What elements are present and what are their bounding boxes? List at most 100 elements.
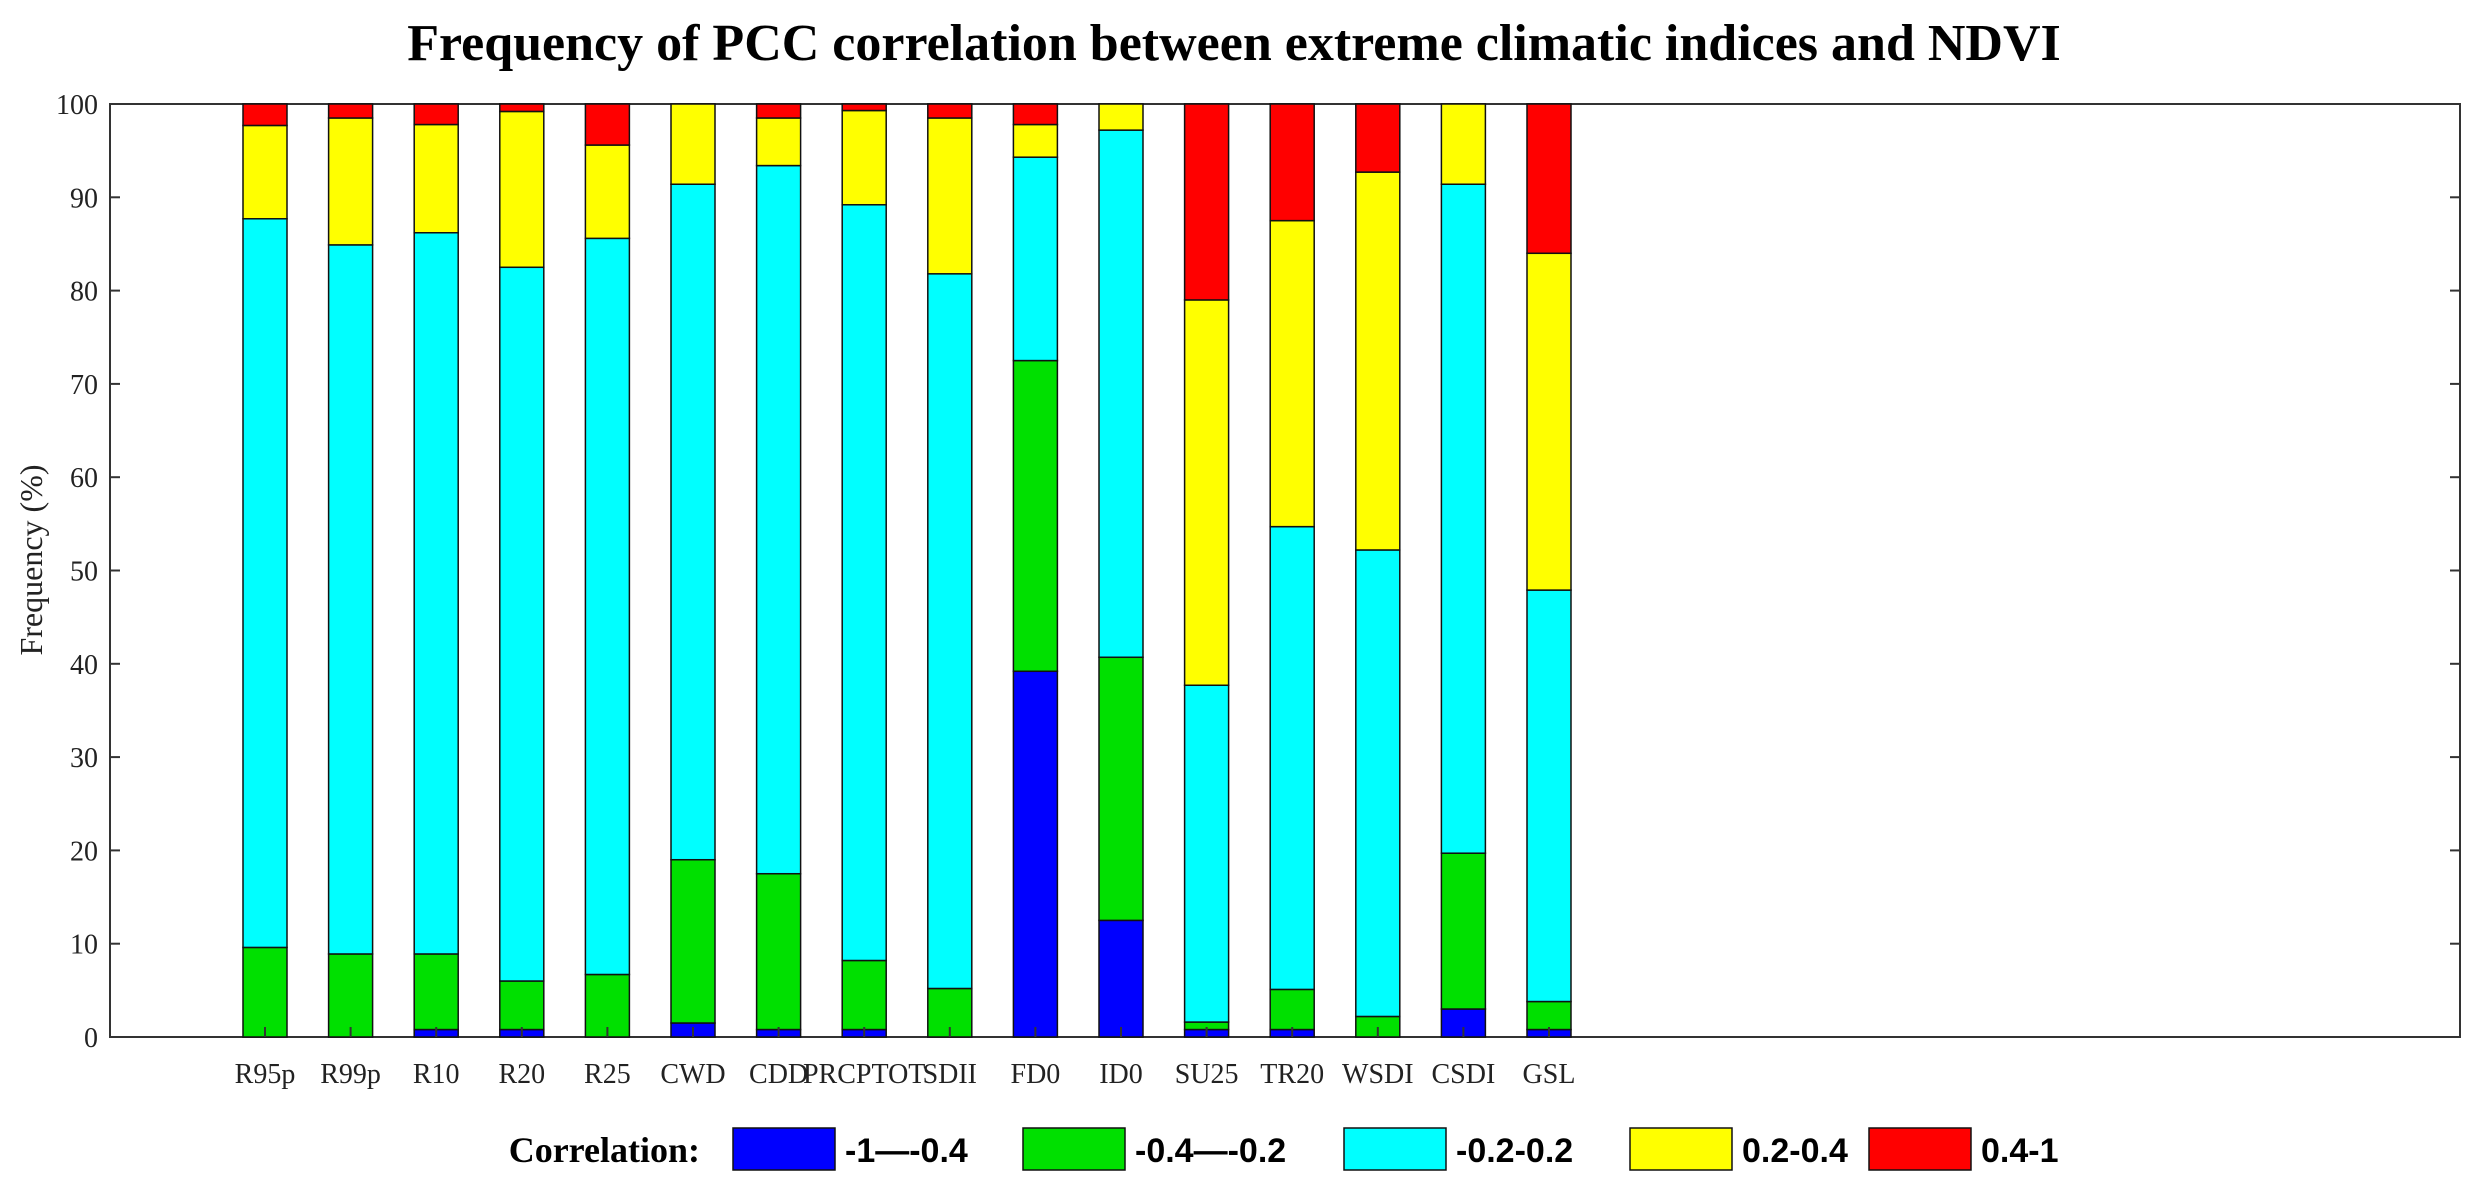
x-tick-label: SDII — [923, 1059, 977, 1090]
y-tick-label: 90 — [70, 183, 98, 214]
y-tick-label: 40 — [70, 650, 98, 681]
y-tick-label: 10 — [70, 930, 98, 961]
bar-fd0-series-3 — [1012, 123, 1059, 158]
bar-id0-series-1 — [1098, 656, 1144, 922]
bar-tr20-series-3 — [1269, 219, 1315, 528]
bar-r10-series-4 — [413, 103, 459, 126]
x-tick-label: CSDI — [1432, 1059, 1496, 1090]
y-tick-label: 20 — [70, 836, 98, 867]
x-tick-label: CWD — [660, 1059, 725, 1090]
bar-gsl-series-3 — [1526, 252, 1572, 591]
bar-r25-series-3 — [584, 144, 631, 240]
x-tick-label: CDD — [749, 1059, 808, 1090]
bar-sdii-series-3 — [927, 117, 973, 275]
legend-label-4: 0.4-1 — [1981, 1132, 2059, 1170]
bar-r20-series-4 — [499, 103, 545, 113]
x-tick-label: R99p — [320, 1059, 381, 1090]
bar-id0-series-3 — [1098, 103, 1144, 131]
bar-cwd-series-2 — [670, 183, 716, 861]
x-tick-label: FD0 — [1011, 1059, 1061, 1090]
bar-fd0-series-1 — [1012, 359, 1059, 673]
chart-title: Frequency of PCC correlation between ext… — [407, 15, 2061, 72]
bar-r95p-series-2 — [242, 218, 288, 949]
y-tick-label: 0 — [84, 1023, 98, 1054]
bar-wsdi-series-2 — [1355, 549, 1401, 1018]
bar-cwd-series-3 — [670, 103, 716, 185]
bar-cdd-series-4 — [755, 103, 802, 119]
bar-prcptot-series-4 — [841, 103, 887, 112]
plot-area: 0 10 20 30 40 50 60 70 80 90 100 R95p R99p R10 R20 R25 C… — [56, 90, 2461, 1090]
bar-id0-series-0 — [1098, 919, 1144, 1038]
bar-r10-series-1 — [413, 953, 459, 1031]
legend-label-1: -0.4—-0.2 — [1135, 1132, 1286, 1170]
bar-sdii-series-4 — [927, 103, 973, 119]
bar-prcptot-series-1 — [841, 959, 887, 1031]
bar-wsdi-series-3 — [1355, 171, 1401, 551]
x-tick-label: R25 — [584, 1059, 631, 1090]
bar-tr20-series-1 — [1269, 988, 1315, 1031]
bar-prcptot-series-2 — [841, 204, 887, 962]
bar-r20-series-1 — [499, 980, 545, 1031]
bar-r10-series-3 — [413, 123, 459, 234]
bar-gsl-series-2 — [1526, 589, 1572, 1003]
x-tick-label: ID0 — [1099, 1059, 1143, 1090]
x-tick-label: R20 — [498, 1059, 545, 1090]
x-tick-label: R95p — [235, 1059, 296, 1090]
y-axis-label: Frequency (%) — [13, 464, 49, 655]
bar-fd0-series-4 — [1012, 103, 1059, 126]
bar-tr20-series-4 — [1269, 103, 1315, 222]
bar-id0-series-2 — [1098, 129, 1144, 659]
bar-r99p-series-4 — [327, 103, 374, 119]
legend-swatch-4 — [1868, 1127, 1972, 1171]
bar-csdi-series-3 — [1440, 103, 1487, 185]
bar-r95p-series-1 — [242, 946, 288, 1038]
bar-r25-series-2 — [584, 237, 631, 976]
y-tick-label: 80 — [70, 277, 98, 308]
bar-r95p-series-4 — [242, 103, 288, 127]
x-tick-label: WSDI — [1342, 1059, 1414, 1090]
y-tick-label: 100 — [56, 90, 98, 121]
bar-r95p-series-3 — [242, 124, 288, 220]
bar-r10-series-2 — [413, 232, 459, 955]
bar-fd0-series-2 — [1012, 156, 1059, 362]
legend-swatch-2 — [1343, 1127, 1447, 1171]
legend-swatch-0 — [732, 1127, 836, 1171]
bar-r99p-series-3 — [327, 117, 374, 246]
legend-label-0: -1—-0.4 — [845, 1132, 968, 1170]
x-tick-label: GSL — [1523, 1059, 1576, 1090]
bar-su25-series-4 — [1183, 103, 1230, 301]
bar-r99p-series-2 — [327, 244, 374, 955]
bar-su25-series-2 — [1183, 684, 1230, 1023]
bar-r25-series-4 — [584, 103, 631, 146]
bar-prcptot-series-3 — [841, 109, 887, 206]
y-tick-label: 30 — [70, 743, 98, 774]
x-tick-label: TR20 — [1260, 1059, 1324, 1090]
legend: Correlation: -1—-0.4 -0.4—-0.2 -0.2-0.2 0.2-… — [509, 1127, 2059, 1171]
bar-su25-series-3 — [1183, 299, 1230, 687]
bar-cdd-series-1 — [755, 872, 802, 1031]
bar-csdi-series-1 — [1440, 852, 1487, 1010]
bar-gsl-series-4 — [1526, 103, 1572, 255]
x-tick-label: R10 — [413, 1059, 460, 1090]
y-tick-label: 60 — [70, 463, 98, 494]
legend-swatch-1 — [1022, 1127, 1126, 1171]
bar-r20-series-3 — [499, 110, 545, 269]
bar-fd0-series-0 — [1012, 670, 1059, 1038]
x-tick-label: PRCPTOT — [803, 1059, 925, 1090]
legend-label-2: -0.2-0.2 — [1456, 1132, 1573, 1170]
x-tick-label: SU25 — [1175, 1059, 1239, 1090]
bar-r99p-series-1 — [327, 953, 374, 1038]
bar-sdii-series-2 — [927, 273, 973, 990]
bar-csdi-series-2 — [1440, 183, 1487, 854]
y-tick-label: 50 — [70, 557, 98, 588]
legend-label-3: 0.2-0.4 — [1742, 1132, 1848, 1170]
y-tick-label: 70 — [70, 370, 98, 401]
legend-swatch-3 — [1629, 1127, 1733, 1171]
bar-gsl-series-1 — [1526, 1000, 1572, 1031]
bar-tr20-series-2 — [1269, 525, 1315, 991]
legend-title: Correlation: — [509, 1130, 700, 1170]
bar-cdd-series-2 — [755, 164, 802, 875]
bar-wsdi-series-4 — [1355, 103, 1401, 173]
bar-r20-series-2 — [499, 266, 545, 982]
